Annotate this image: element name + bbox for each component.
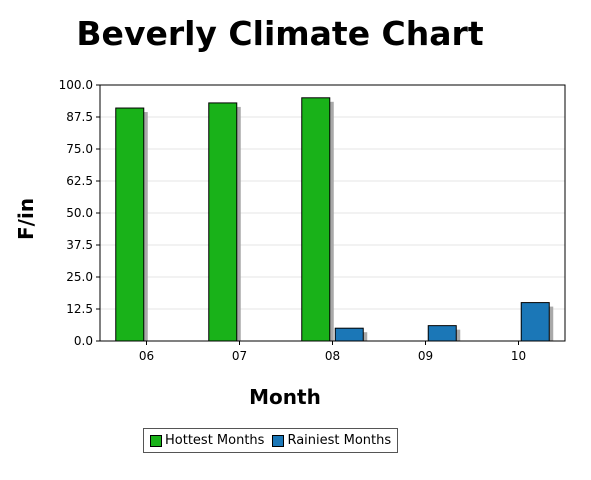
y-tick-label: 50.0 (66, 206, 93, 220)
bar-hottest-07 (208, 102, 238, 342)
legend-label-rainiest: Rainiest Months (287, 433, 392, 448)
y-tick-label: 62.5 (66, 174, 93, 188)
legend: Hottest Months Rainiest Months (143, 428, 399, 453)
y-tick-label: 75.0 (66, 142, 93, 156)
bar-rainiest-08 (334, 327, 364, 342)
bar-rainiest-10 (520, 302, 550, 342)
y-tick-label: 12.5 (66, 302, 93, 316)
y-tick-label: 37.5 (66, 238, 93, 252)
x-ticks: 06 07 08 09 10 (139, 341, 526, 363)
y-tick-label: 87.5 (66, 110, 93, 124)
legend-item-rainiest: Rainiest Months (272, 433, 391, 448)
y-tick-label: 0.0 (74, 334, 93, 348)
x-tick-label: 08 (325, 349, 340, 363)
legend-swatch-hottest (150, 434, 162, 447)
y-tick-label: 25.0 (66, 270, 93, 284)
bar-hottest-06 (115, 107, 145, 342)
bars (115, 97, 554, 342)
x-tick-label: 06 (139, 349, 154, 363)
legend-swatch-rainiest (272, 434, 285, 447)
x-tick-label: 10 (511, 349, 526, 363)
legend-item-hottest: Hottest Months (150, 433, 264, 448)
bar-hottest-08 (301, 97, 331, 342)
x-tick-label: 09 (418, 349, 433, 363)
x-axis-title: Month (249, 385, 321, 409)
legend-label-hottest: Hottest Months (165, 433, 265, 448)
y-tick-label: 100.0 (59, 78, 93, 92)
y-ticks: 0.0 12.5 25.0 37.5 50.0 62.5 75.0 87.5 100.0 (59, 78, 100, 348)
chart-title: Beverly Climate Chart (76, 14, 484, 53)
bar-rainiest-09 (427, 325, 457, 342)
x-tick-label: 07 (232, 349, 247, 363)
